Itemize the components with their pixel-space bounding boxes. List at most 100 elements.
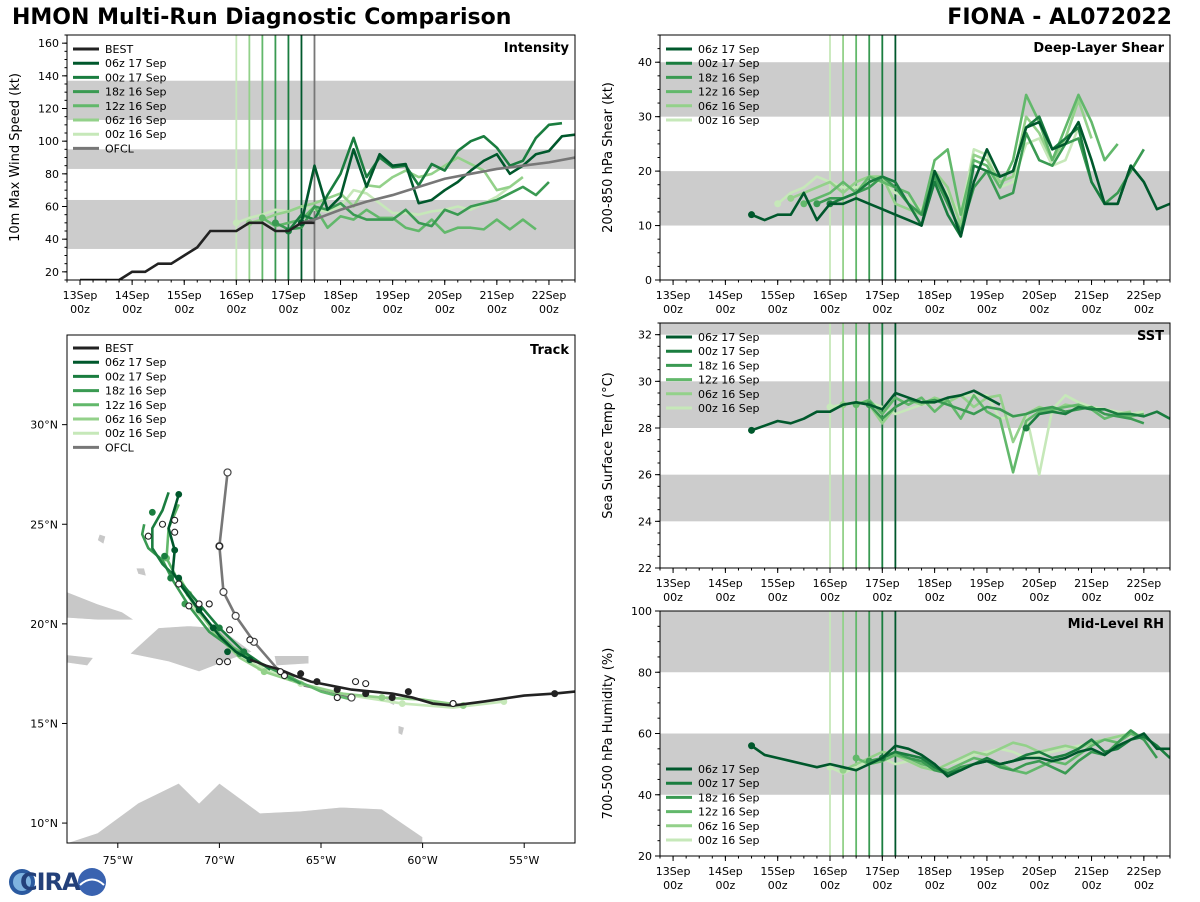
shear-legend-label: 00z 17 Sep <box>698 57 760 70</box>
sst-xtick-label: 22Sep <box>1126 577 1161 590</box>
shear-legend-label: 06z 16 Sep <box>698 100 760 113</box>
rh-xtick-label: 00z <box>1082 879 1102 892</box>
intensity-legend-label: 06z 17 Sep <box>105 57 167 70</box>
sst-xtick-label: 20Sep <box>1022 577 1057 590</box>
sst-ytick-label: 24 <box>638 515 652 528</box>
shear-xtick-label: 00z <box>1134 303 1154 316</box>
intensity-legend-label: 12z 16 Sep <box>105 100 167 113</box>
shear-series-1 <box>829 115 1145 238</box>
track-series-point-1 <box>161 552 168 560</box>
sst-frame <box>659 322 1171 569</box>
shear-xtick-label: 00z <box>715 303 735 316</box>
intensity-xtick-label: 00z <box>435 303 455 316</box>
rh-xtick-label: 19Sep <box>970 865 1005 878</box>
sst-xtick-label: 16Sep <box>813 577 848 590</box>
shear-xtick-label: 15Sep <box>760 289 795 302</box>
logo-emblem-icon <box>78 868 106 896</box>
sst-legend-label: 00z 16 Sep <box>698 402 760 415</box>
shear-ytick-label: 40 <box>638 56 652 69</box>
sst-xtick-label: 15Sep <box>760 577 795 590</box>
sst-xtick-label: 00z <box>925 591 945 604</box>
track-open-marker <box>175 580 183 588</box>
intensity-xtick-label: 14Sep <box>115 289 150 302</box>
intensity-ytick-label: 120 <box>38 103 59 116</box>
track-best-point <box>313 678 321 686</box>
intensity-xtick-label: 19Sep <box>375 289 410 302</box>
shear-ytick-label: 20 <box>638 165 652 178</box>
track-open-marker <box>205 600 213 608</box>
rh-legend-label: 06z 16 Sep <box>698 820 760 833</box>
intensity-legend-label: OFCL <box>105 142 135 155</box>
track-land-0 <box>67 782 423 843</box>
intensity-xtick-label: 13Sep <box>63 289 98 302</box>
shear-xtick-label: 00z <box>977 303 997 316</box>
track-open-marker <box>144 532 152 540</box>
track-open-marker <box>185 602 193 610</box>
rh-xtick-label: 00z <box>715 879 735 892</box>
track-best-point <box>362 690 370 698</box>
track-ofcl-point <box>223 468 232 477</box>
track-legend-label: OFCL <box>105 441 135 454</box>
intensity-legend-label: 00z 17 Sep <box>105 71 167 84</box>
shear-legend-label: 12z 16 Sep <box>698 86 760 99</box>
sst-band-0 <box>660 474 1170 522</box>
track-legend-label: 00z 16 Sep <box>105 427 167 440</box>
sst-xtick-label: 00z <box>715 591 735 604</box>
intensity-legend-label: 18z 16 Sep <box>105 86 167 99</box>
sst-xtick-label: 00z <box>1082 591 1102 604</box>
track-legend-label: 06z 17 Sep <box>105 356 167 369</box>
shear-xtick-label: 21Sep <box>1074 289 1109 302</box>
shear-xtick-label: 14Sep <box>708 289 743 302</box>
track-series-point-0 <box>224 648 231 656</box>
intensity-series-4 <box>249 156 524 225</box>
track-land-2 <box>273 655 310 667</box>
track-series-point-1 <box>148 508 156 516</box>
track-ytick-label: 25°N <box>30 518 58 531</box>
sst-legend-label: 18z 16 Sep <box>698 359 760 372</box>
track-series-point-1 <box>167 574 175 582</box>
track-series-point-1 <box>240 648 248 656</box>
rh-title: Mid-Level RH <box>1068 617 1164 632</box>
track-open-marker <box>246 636 254 644</box>
track-open-marker <box>449 699 457 708</box>
rh-series-1 <box>881 735 1170 775</box>
rh-panel: 2040608010013Sep00z14Sep00z15Sep00z16Sep… <box>601 605 1171 892</box>
rh-legend-label: 00z 17 Sep <box>698 777 760 790</box>
intensity-xtick-label: 00z <box>279 303 299 316</box>
intensity-band-2 <box>67 80 575 120</box>
rh-xtick-label: 00z <box>872 879 892 892</box>
sst-legend-label: 06z 17 Sep <box>698 331 760 344</box>
shear-xtick-label: 00z <box>768 303 788 316</box>
track-legend-label: 06z 16 Sep <box>105 413 167 426</box>
intensity-xtick-label: 15Sep <box>167 289 202 302</box>
sst-panel: 22242628303213Sep00z14Sep00z15Sep00z16Se… <box>601 322 1171 604</box>
rh-xtick-label: 21Sep <box>1074 865 1109 878</box>
sst-legend-label: 12z 16 Sep <box>698 374 760 387</box>
intensity-xtick-label: 00z <box>487 303 507 316</box>
track-series-point-0 <box>171 546 179 554</box>
rh-band-1 <box>660 611 1170 673</box>
track-best <box>249 658 575 707</box>
shear-series-start-2 <box>813 200 821 208</box>
rh-ytick-label: 60 <box>638 728 652 741</box>
rh-xtick-label: 14Sep <box>708 865 743 878</box>
sst-xtick-label: 00z <box>820 591 840 604</box>
sst-xtick-label: 19Sep <box>970 577 1005 590</box>
rh-ytick-label: 40 <box>638 789 652 802</box>
shear-xtick-label: 22Sep <box>1126 289 1161 302</box>
rh-xtick-label: 17Sep <box>865 865 900 878</box>
intensity-series-start-3 <box>258 214 266 222</box>
shear-xtick-label: 00z <box>663 303 683 316</box>
track-open-marker <box>171 516 179 524</box>
intensity-xtick-label: 00z <box>383 303 403 316</box>
shear-panel: 01020304013Sep00z14Sep00z15Sep00z16Sep00… <box>601 34 1171 316</box>
intensity-xtick-label: 21Sep <box>479 289 514 302</box>
rh-plot-area <box>660 611 1170 856</box>
shear-xtick-label: 00z <box>820 303 840 316</box>
figure-title: HMON Multi-Run Diagnostic Comparison <box>12 5 512 30</box>
storm-id-title: FIONA - AL072022 <box>947 5 1172 30</box>
intensity-ytick-label: 100 <box>38 135 59 148</box>
shear-series-0 <box>751 120 1170 238</box>
sst-ylabel: Sea Surface Temp (°C) <box>601 372 616 519</box>
intensity-series-start-5 <box>232 219 240 227</box>
